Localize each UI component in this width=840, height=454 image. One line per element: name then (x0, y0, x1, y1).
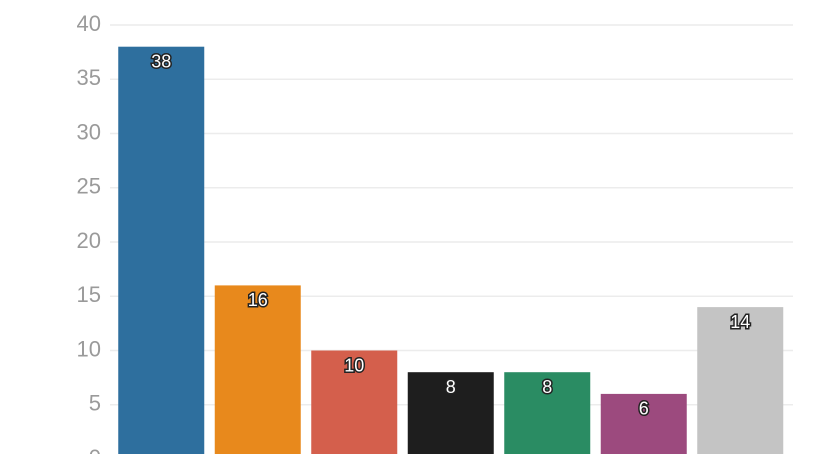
y-tick-label: 25 (77, 174, 101, 199)
bar (407, 372, 494, 454)
y-tick-label: 5 (89, 391, 101, 416)
y-tick-label: 15 (77, 282, 101, 307)
value-label: 10 (344, 355, 364, 375)
value-label: 38 (151, 51, 171, 71)
y-tick-label: 30 (77, 119, 101, 144)
bar (311, 350, 398, 454)
y-tick-label: 10 (77, 336, 101, 361)
bar (214, 285, 301, 454)
value-label: 16 (248, 290, 268, 310)
bar (697, 307, 784, 454)
y-tick-label: 20 (77, 228, 101, 253)
value-label: 8 (446, 377, 456, 397)
bar (600, 393, 687, 454)
bar (118, 46, 205, 454)
value-label: 6 (639, 399, 649, 419)
value-label: 8 (542, 377, 552, 397)
y-tick-label: 0 (89, 445, 101, 454)
value-label: 14 (730, 312, 750, 332)
y-tick-label: 40 (77, 11, 101, 36)
y-tick-label: 35 (77, 65, 101, 90)
bar (504, 372, 591, 454)
